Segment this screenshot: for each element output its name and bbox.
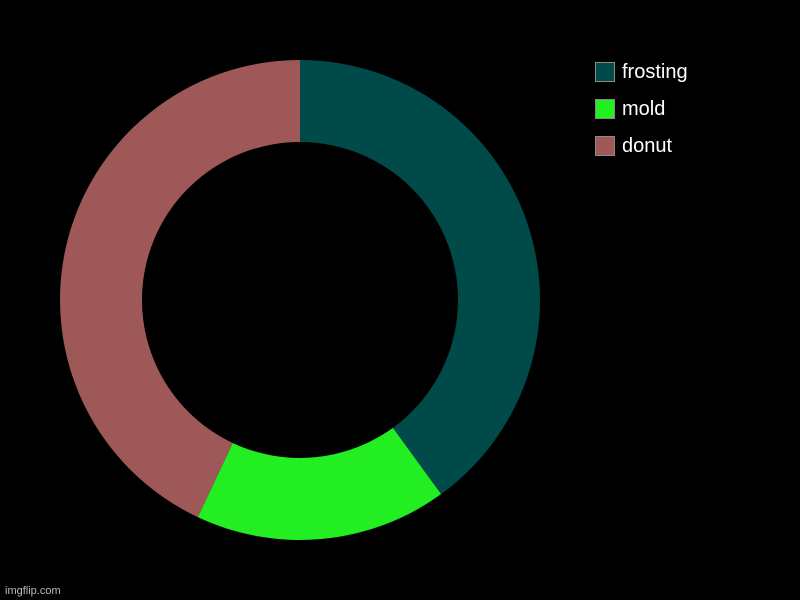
slice-frosting (300, 60, 541, 495)
legend-swatch-mold (595, 99, 615, 119)
legend-label-donut: donut (622, 135, 673, 157)
slice-donut (60, 60, 301, 518)
slice-mold (197, 427, 442, 541)
legend-label-frosting: frosting (622, 61, 688, 83)
legend-item-donut: donut (595, 134, 688, 158)
watermark: imgflip.com (5, 585, 61, 597)
legend-swatch-frosting (595, 62, 615, 82)
legend-item-frosting: frosting (595, 60, 688, 84)
legend: frosting mold donut (595, 60, 688, 171)
legend-swatch-donut (595, 136, 615, 156)
legend-label-mold: mold (622, 98, 666, 120)
legend-item-mold: mold (595, 97, 688, 121)
